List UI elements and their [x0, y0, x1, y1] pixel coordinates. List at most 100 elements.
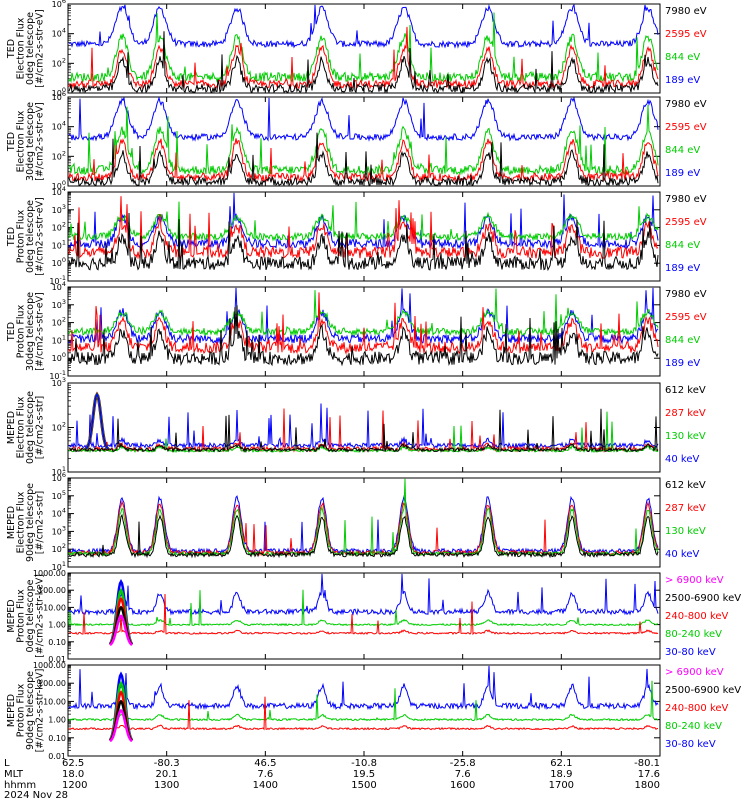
legend-entry: 2595 eV	[665, 312, 707, 323]
y-tick-label: 104	[52, 280, 66, 292]
y-axis-label: Proton Flux	[16, 589, 27, 643]
data-traces	[68, 478, 659, 559]
y-tick-label: 1000.00	[33, 661, 66, 670]
series-189-ev	[68, 192, 659, 250]
y-axis-label: MEPED	[6, 411, 17, 444]
y-tick-label: 102	[52, 542, 66, 554]
legend-entry: 80-240 keV	[665, 629, 722, 640]
y-axis-label: 30deg telescope	[25, 102, 36, 181]
legend-entry: 7980 eV	[665, 99, 707, 110]
y-tick-label: 103	[52, 298, 66, 310]
series-612-kev	[68, 513, 659, 559]
x-tick-label: 1800	[635, 780, 660, 791]
y-tick-label: 103	[52, 524, 66, 536]
data-traces	[68, 97, 659, 186]
x-row-label: L	[4, 758, 10, 769]
y-axis-label: [#/cm2-s-str]	[35, 491, 46, 554]
y-axis-label: [#/cm2-s-str-eV]	[35, 292, 46, 371]
y-tick-label: 100	[52, 86, 66, 98]
y-tick-label: 100	[52, 351, 66, 363]
legend-entry: 130 keV	[665, 526, 706, 537]
series-240-800-kev	[68, 696, 659, 731]
data-traces	[68, 287, 659, 367]
y-axis-label: TED	[6, 132, 17, 152]
x-tick-label: 1600	[450, 780, 475, 791]
y-tick-label: 100.00	[38, 586, 66, 595]
y-tick-label: 100	[52, 256, 66, 268]
y-axis-label: 0deg telescope	[25, 579, 36, 652]
x-tick-label: -10.8	[351, 758, 377, 769]
y-tick-label: 100	[52, 179, 66, 191]
y-tick-label: 105	[52, 489, 66, 501]
legend-entry: 612 keV	[665, 480, 706, 491]
data-traces	[68, 4, 659, 93]
y-tick-label: 10.00	[43, 697, 66, 706]
legend-entry: 7980 eV	[665, 289, 707, 300]
x-tick-label: -80.1	[634, 758, 660, 769]
x-tick-label: 17.6	[638, 769, 660, 780]
legend-entry: > 6900 keV	[665, 667, 724, 678]
y-axis-label: [#/cm2-s-str-eV]	[35, 197, 46, 276]
x-tick-label: 1200	[62, 780, 87, 791]
legend-entry: 189 eV	[665, 168, 700, 179]
y-axis-label: Proton Flux	[16, 304, 27, 358]
data-traces	[68, 665, 659, 743]
y-tick-label: 102	[52, 221, 66, 233]
y-tick-label: 102	[52, 56, 66, 68]
x-tick-label: -80.3	[154, 758, 180, 769]
y-axis-label: Electron Flux	[16, 396, 27, 458]
x-row-label: MLT	[4, 769, 24, 780]
series-2595-ev	[68, 292, 659, 356]
x-tick-label: 7.6	[455, 769, 471, 780]
y-axis-label: 90deg telescope	[25, 671, 36, 750]
y-tick-label: 106	[52, 90, 66, 102]
legend-entry: 30-80 keV	[665, 647, 716, 658]
y-axis-label: [#/cm2-s-str-keV]	[35, 574, 46, 658]
legend-entry: 287 keV	[665, 408, 706, 419]
series-189-ev	[68, 97, 659, 142]
legend-entry: 240-800 keV	[665, 703, 729, 714]
y-tick-label: 0.01	[48, 655, 66, 664]
y-tick-label: 106	[52, 0, 66, 9]
x-tick-label: 18.9	[550, 769, 572, 780]
x-tick-label: 7.6	[257, 769, 273, 780]
y-tick-label: 10.00	[43, 603, 66, 612]
series-612-kev	[69, 408, 659, 454]
y-tick-label: 104	[52, 27, 66, 39]
series-30-80-kev	[68, 665, 659, 711]
panel-7: 0.01 0.10 1.00 10.00 100.00 1000.00 MEPEDProto…	[6, 569, 741, 664]
y-axis-label: TED	[6, 39, 17, 59]
data-traces	[68, 391, 659, 454]
y-tick-label: 101	[52, 465, 66, 477]
legend-entry: 40 keV	[665, 454, 699, 465]
x-tick-label: -25.8	[450, 758, 476, 769]
legend-entry: 7980 eV	[665, 194, 707, 205]
legend-entry: 2595 eV	[665, 217, 707, 228]
data-traces	[68, 192, 659, 272]
y-axis-label: 90deg telescope	[25, 483, 36, 562]
y-axis-label: Electron Flux	[16, 491, 27, 553]
y-tick-label: 101	[52, 333, 66, 345]
series-40-kev	[68, 403, 659, 450]
y-tick-label: 100.00	[38, 679, 66, 688]
legend-entry: 189 eV	[665, 263, 700, 274]
y-axis-label: 30deg telescope	[25, 292, 36, 371]
y-axis-label: [#/cm2-s-str-keV]	[35, 669, 46, 753]
y-axis-label: 0deg telescope	[25, 391, 36, 464]
y-tick-label: 106	[52, 471, 66, 483]
series-7980-ev	[68, 132, 659, 186]
y-tick-label: 101	[52, 238, 66, 250]
y-tick-label: 103	[52, 376, 66, 388]
panel-frame	[67, 664, 661, 757]
x-tick-label: 62.5	[62, 758, 84, 769]
data-traces	[68, 573, 659, 647]
y-tick-label: 102	[52, 149, 66, 161]
x-tick-label: 1700	[549, 780, 574, 791]
series-844-ev	[68, 12, 659, 84]
series-30-80-kev	[68, 573, 659, 617]
